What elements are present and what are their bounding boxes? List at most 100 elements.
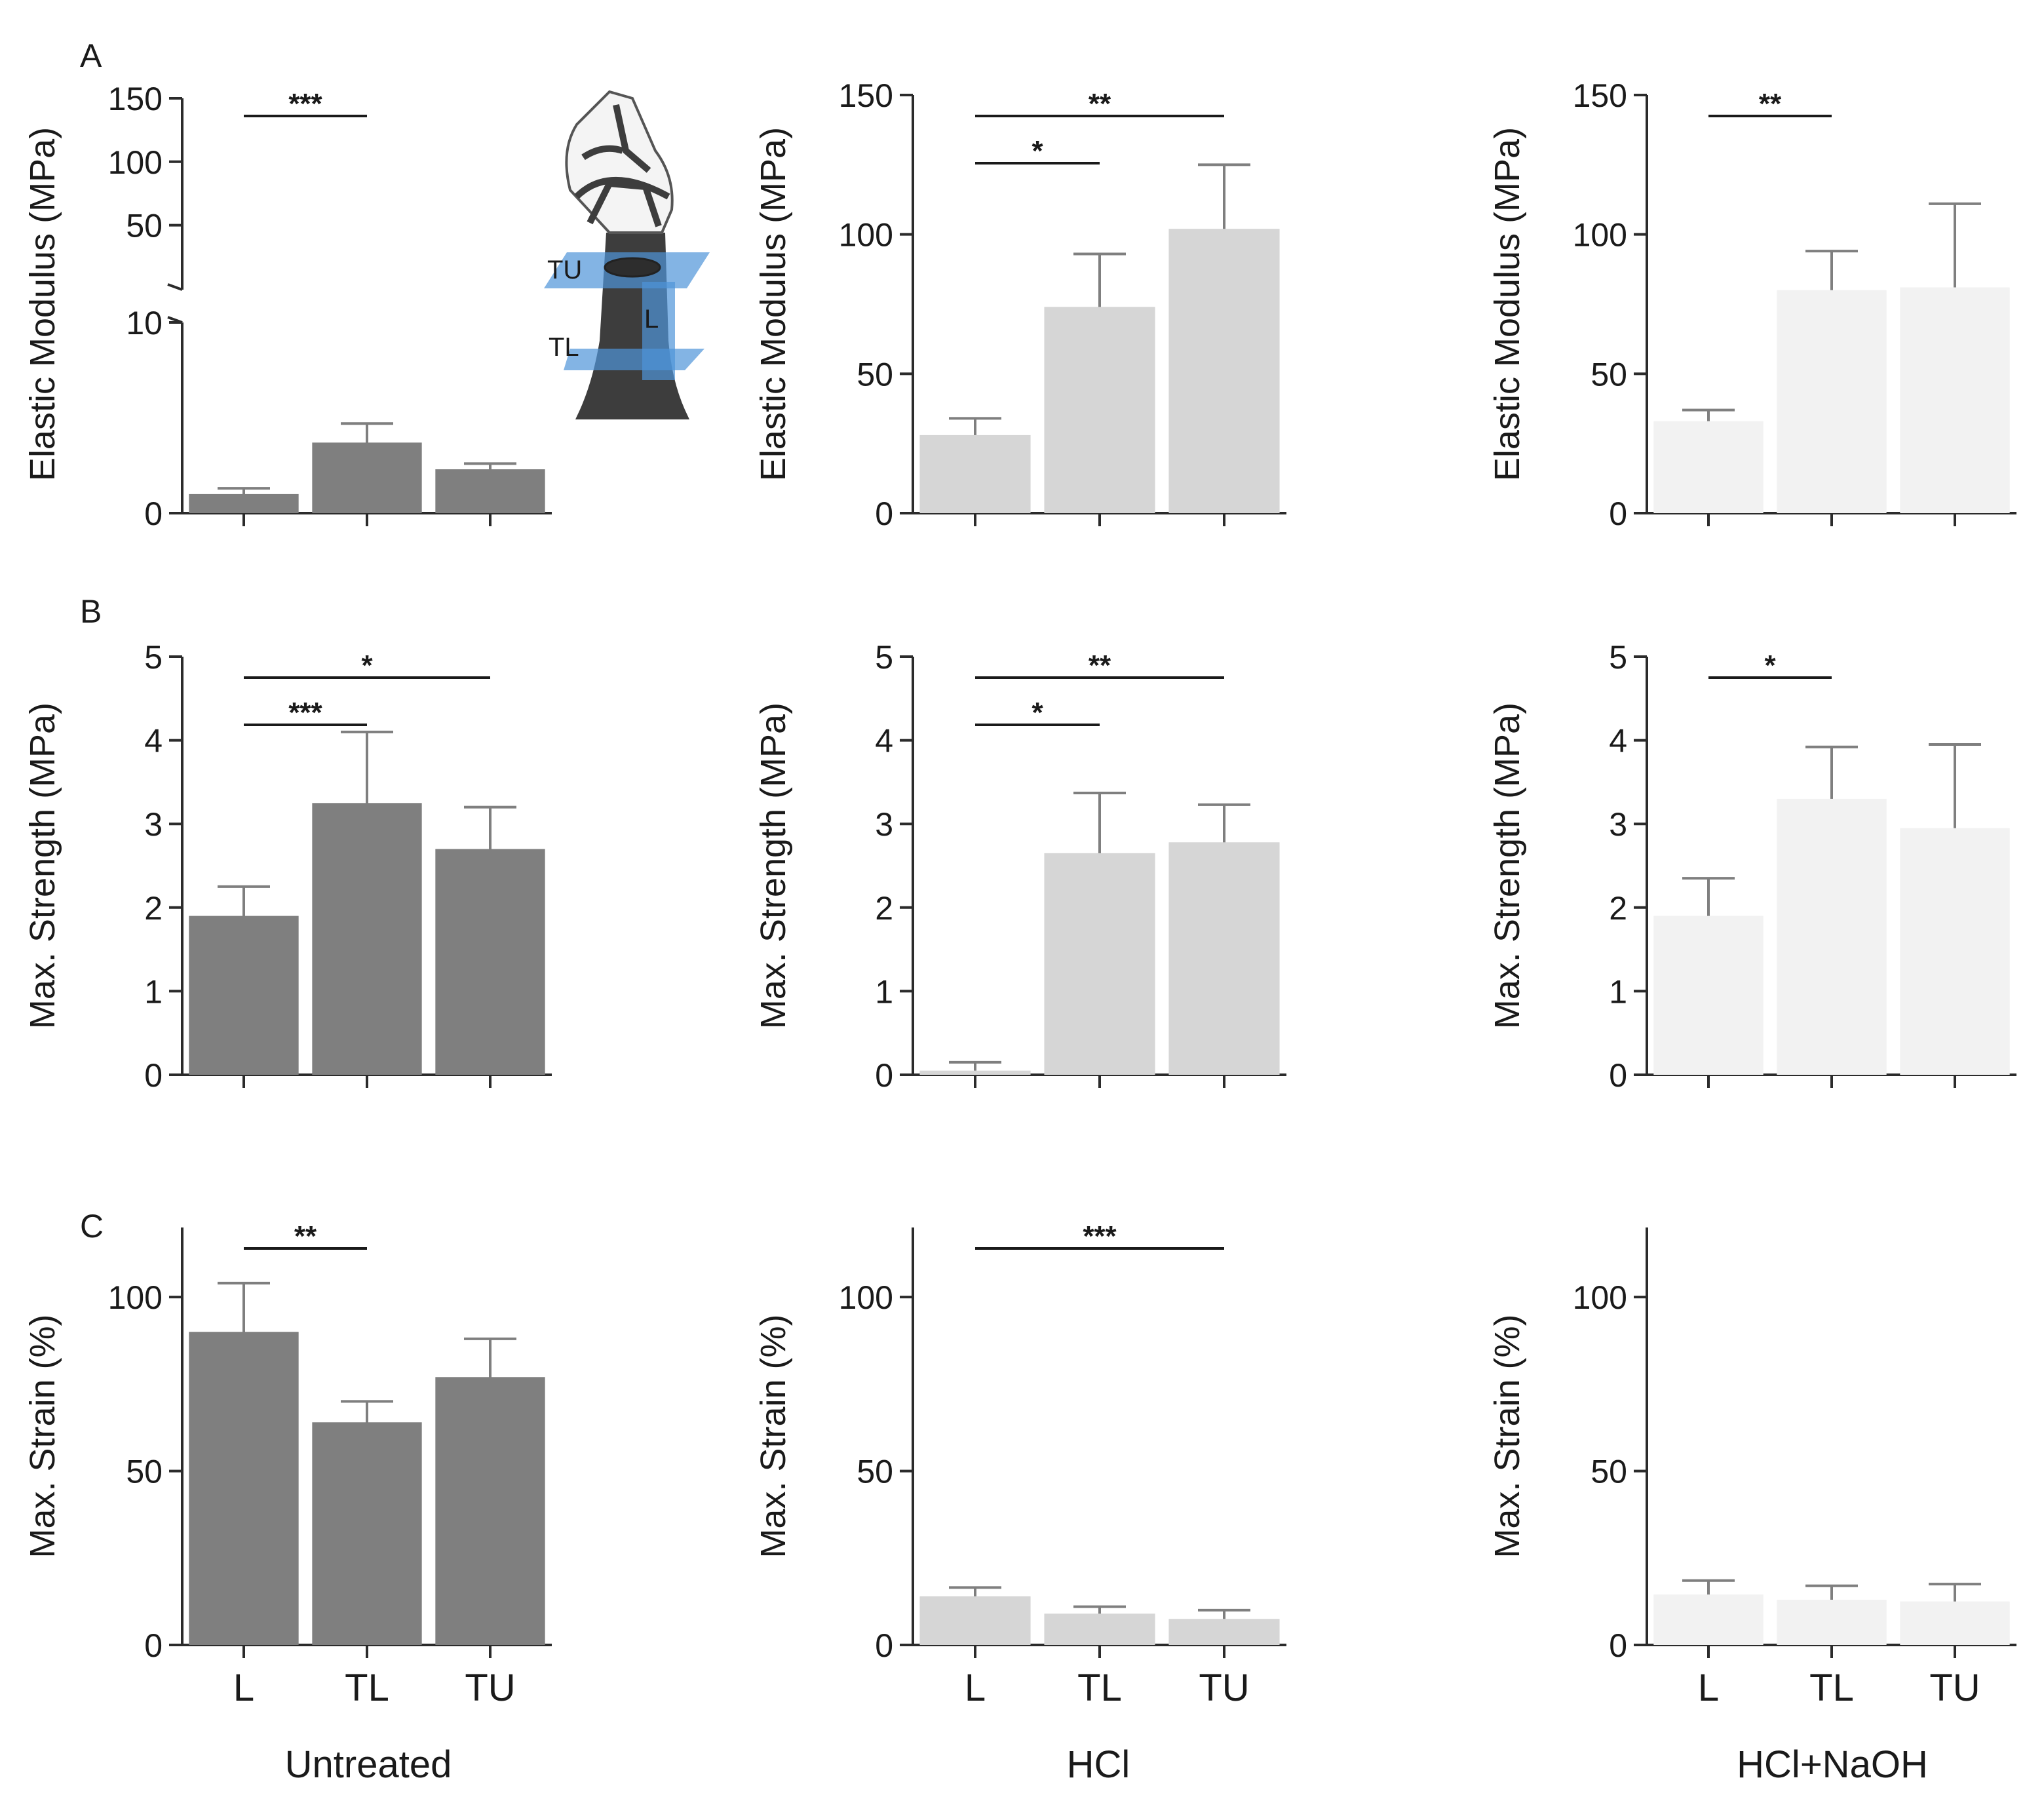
trabecula-struts xyxy=(574,104,670,227)
y-tick-label: 1 xyxy=(144,973,163,1010)
bar-tl xyxy=(1777,1599,1887,1645)
y-tick-label: 4 xyxy=(144,723,163,760)
bar-tl xyxy=(312,1422,422,1645)
inset-label-l: L xyxy=(644,305,659,334)
significance-label: ** xyxy=(1759,88,1782,120)
bar-tu xyxy=(1168,842,1280,1075)
group-label-hcl: HCl xyxy=(1067,1743,1130,1786)
y-axis-label: Max. Strain (%) xyxy=(23,1314,62,1558)
significance-label: * xyxy=(1032,697,1043,729)
bar-tu xyxy=(435,1377,545,1645)
significance-label: * xyxy=(361,649,373,682)
y-tick-label: 50 xyxy=(857,1454,893,1490)
chart-A-untreated: 0 10 50 100 150 Elastic Modulus (MPa) *** xyxy=(23,81,552,532)
upper-cross-section xyxy=(604,257,661,278)
group-label-hcl-naoh: HCl+NaOH xyxy=(1737,1743,1928,1786)
chart-C-hclnaoh: 0 50 100 Max. Strain (%) L TL TU xyxy=(1488,1227,2016,1709)
y-axis-label: Max. Strain (%) xyxy=(754,1314,793,1558)
significance-label: * xyxy=(1764,649,1776,682)
y-tick-label: 0 xyxy=(875,1627,893,1664)
y-tick-label: 150 xyxy=(1573,77,1627,114)
y-tick-label: 100 xyxy=(1573,1279,1627,1316)
bar-l xyxy=(1653,421,1764,513)
y-tick-label: 2 xyxy=(144,890,163,927)
bar-l xyxy=(1653,916,1764,1075)
group-label-untreated: Untreated xyxy=(285,1743,452,1786)
chart-C-untreated: 0 50 100 Max. Strain (%) L TL TU ** xyxy=(23,1220,552,1709)
panel-label-b: B xyxy=(80,593,102,630)
bar-tu xyxy=(1900,287,2010,513)
y-tick-label: 100 xyxy=(839,217,893,254)
y-axis-label: Elastic Modulus (MPa) xyxy=(754,127,793,481)
y-tick-label: 2 xyxy=(1609,890,1627,927)
significance-label: *** xyxy=(288,697,322,729)
bar-tl xyxy=(1044,307,1155,513)
y-tick-label: 50 xyxy=(1591,356,1627,393)
panel-label-a: A xyxy=(80,37,102,74)
y-axis-label: Max. Strength (MPa) xyxy=(1488,703,1527,1029)
y-tick-label: 4 xyxy=(1609,723,1627,760)
x-tick-label: TL xyxy=(1809,1667,1854,1709)
bar-l xyxy=(189,493,299,513)
y-tick-label: 0 xyxy=(875,1057,893,1094)
bar-tl xyxy=(1777,798,1887,1075)
y-tick-label: 1 xyxy=(1609,973,1627,1010)
bar-tu xyxy=(1168,1619,1280,1645)
bar-l xyxy=(1653,1594,1764,1645)
x-tick-label: L xyxy=(233,1667,254,1709)
x-tick-label: TL xyxy=(345,1667,389,1709)
bar-tl xyxy=(312,803,422,1075)
y-tick-label: 0 xyxy=(1609,495,1627,532)
bar-tl xyxy=(312,442,422,513)
significance-label: ** xyxy=(294,1220,317,1252)
x-tick-label: TU xyxy=(465,1667,515,1709)
chart-A-hclnaoh: 0 50 100 150 Elastic Modulus (MPa) ** xyxy=(1488,77,2016,532)
y-tick-label: 0 xyxy=(144,1057,163,1094)
bar-tu xyxy=(1900,1601,2010,1645)
y-tick-label: 0 xyxy=(144,1627,163,1664)
trabecula-inset-illustration: TU L TL xyxy=(544,90,710,419)
inset-label-tu: TU xyxy=(547,256,582,284)
bar-tl xyxy=(1777,290,1887,513)
y-tick-label: 5 xyxy=(1609,639,1627,676)
y-tick-label: 100 xyxy=(108,1279,163,1316)
y-tick-label: 3 xyxy=(875,806,893,843)
bar-tu xyxy=(1168,229,1280,513)
y-tick-label: 100 xyxy=(1573,217,1627,254)
y-tick-label: 150 xyxy=(108,81,163,117)
y-tick-label: 50 xyxy=(126,208,163,244)
bar-tl xyxy=(1044,1613,1155,1645)
y-tick-label: 100 xyxy=(839,1279,893,1316)
significance-label: ** xyxy=(1089,649,1111,682)
x-tick-label: L xyxy=(965,1667,986,1709)
y-tick-label: 3 xyxy=(144,806,163,843)
y-tick-label: 5 xyxy=(144,639,163,676)
y-tick-label: 0 xyxy=(875,495,893,532)
x-tick-label: L xyxy=(1698,1667,1719,1709)
bar-l xyxy=(919,435,1031,513)
bar-l xyxy=(189,916,299,1075)
bar-tu xyxy=(1900,828,2010,1075)
y-tick-label: 0 xyxy=(1609,1627,1627,1664)
y-tick-label: 5 xyxy=(875,639,893,676)
bar-tu xyxy=(435,469,545,513)
y-tick-label: 150 xyxy=(839,77,893,114)
bar-l xyxy=(919,1070,1031,1075)
bar-tu xyxy=(435,849,545,1075)
y-tick-label: 50 xyxy=(126,1454,163,1490)
y-tick-label: 50 xyxy=(1591,1454,1627,1490)
y-tick-label: 10 xyxy=(126,305,163,341)
y-tick-label: 2 xyxy=(875,890,893,927)
y-tick-label: 50 xyxy=(857,356,893,393)
y-axis-label: Elastic Modulus (MPa) xyxy=(23,127,62,481)
significance-label: ** xyxy=(1089,88,1111,120)
y-tick-label: 1 xyxy=(875,973,893,1010)
significance-label: *** xyxy=(1083,1220,1117,1252)
x-tick-label: TL xyxy=(1077,1667,1122,1709)
y-tick-label: 0 xyxy=(1609,1057,1627,1094)
chart-C-hcl: 0 50 100 Max. Strain (%) L TL TU *** xyxy=(754,1220,1286,1709)
y-axis-label: Max. Strength (MPa) xyxy=(754,703,793,1029)
